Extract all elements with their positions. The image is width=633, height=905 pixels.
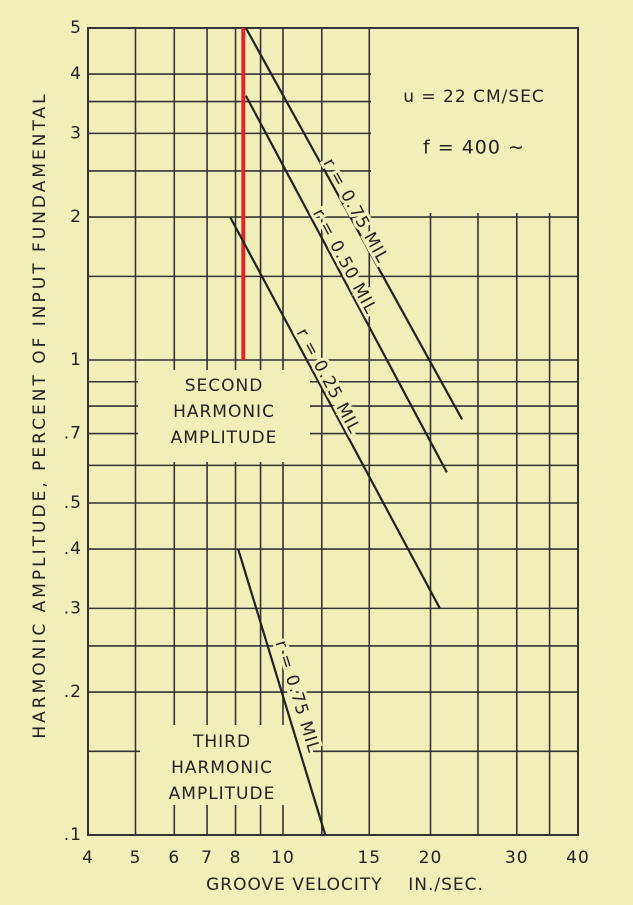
overlay: u = 22 CM/SEC f = 400 ∼ SECOND HARMONIC AMPL… [138, 27, 577, 836]
region-label: SECOND [185, 376, 264, 396]
x-tick-label: 5 [130, 848, 142, 868]
y-axis-title: HARMONIC AMPLITUDE, PERCENT OF INPUT FUN… [30, 91, 50, 738]
y-tick-label: .3 [64, 598, 82, 618]
y-tick-label: 1 [70, 350, 82, 370]
region-label: THIRD [192, 732, 251, 752]
y-tick-label: .4 [64, 539, 82, 559]
x-tick-label: 8 [230, 848, 242, 868]
x-axis-title: GROOVE VELOCITY IN./SEC. [206, 875, 484, 895]
region-label: AMPLITUDE [171, 428, 278, 448]
region-label-box [140, 725, 306, 805]
region-label-box [138, 370, 310, 462]
y-tick-label: .1 [64, 825, 82, 845]
y-tick-label: 4 [70, 64, 82, 84]
y-tick-label: 3 [70, 123, 82, 143]
x-tick-label: 30 [505, 848, 529, 868]
series-line [237, 548, 327, 836]
annotation: f = 400 ∼ [423, 137, 525, 159]
y-tick-label: .5 [64, 493, 82, 513]
x-tick-label: 20 [419, 848, 443, 868]
x-tick-label: 40 [566, 848, 590, 868]
region-label: AMPLITUDE [169, 784, 276, 804]
y-tick-label: 2 [70, 207, 82, 227]
x-tick-label: 15 [357, 848, 381, 868]
annotation: u = 22 CM/SEC [403, 87, 545, 107]
annotation-box [371, 29, 577, 213]
y-tick-label: .7 [64, 424, 82, 444]
series-line [244, 27, 464, 420]
y-tick-label: 5 [70, 18, 82, 38]
region-label: HARMONIC [171, 758, 273, 778]
y-tick-label: .2 [64, 682, 82, 702]
region-label: HARMONIC [173, 402, 275, 422]
plot-frame [87, 27, 579, 836]
x-tick-label: 10 [271, 848, 295, 868]
series-line [244, 95, 448, 473]
x-tick-label: 7 [201, 848, 213, 868]
x-tick-label: 4 [82, 848, 94, 868]
series-line [229, 216, 441, 609]
x-tick-label: 6 [168, 848, 180, 868]
